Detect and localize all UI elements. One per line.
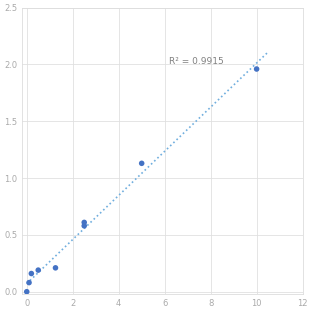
Point: [82, 223, 87, 228]
Point: [139, 161, 144, 166]
Point: [24, 289, 29, 294]
Point: [36, 268, 41, 273]
Point: [254, 66, 259, 71]
Point: [82, 220, 87, 225]
Point: [29, 271, 34, 276]
Point: [27, 280, 32, 285]
Text: R² = 0.9915: R² = 0.9915: [169, 56, 224, 66]
Point: [53, 265, 58, 270]
